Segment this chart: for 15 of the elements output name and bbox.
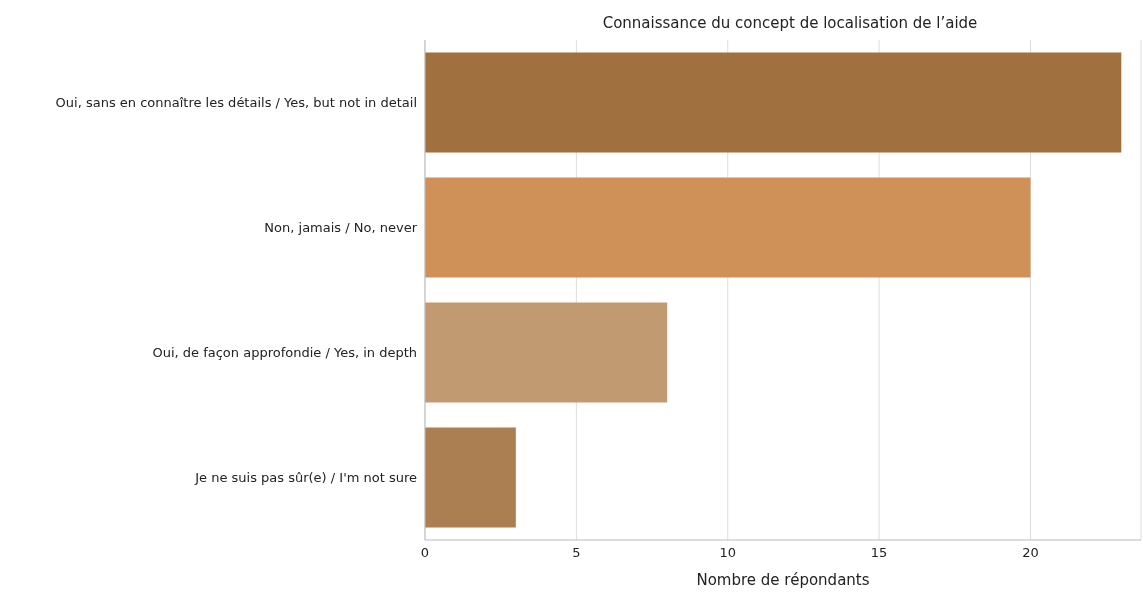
x-tick-label: 15 xyxy=(870,545,888,561)
chart-title: Connaissance du concept de localisation de l’aide xyxy=(601,14,979,32)
y-tick-label: Je ne suis pas sûr(e) / I'm not sure xyxy=(194,470,417,486)
x-tick-label: 20 xyxy=(1022,545,1039,561)
bar xyxy=(425,177,1031,278)
x-tick-label: 5 xyxy=(572,545,581,561)
x-axis-title: Nombre de répondants xyxy=(696,571,870,589)
bar xyxy=(425,427,516,528)
y-tick-label: Oui, sans en connaître les détails / Yes, but not in detail xyxy=(55,95,417,111)
bar xyxy=(425,302,668,403)
bar xyxy=(425,52,1122,153)
y-tick-label: Oui, de façon approfondie / Yes, in depth xyxy=(152,345,417,361)
y-tick-label: Non, jamais / No, never xyxy=(264,220,418,236)
x-tick-label: 10 xyxy=(719,545,737,561)
x-tick-label: 0 xyxy=(420,545,430,561)
